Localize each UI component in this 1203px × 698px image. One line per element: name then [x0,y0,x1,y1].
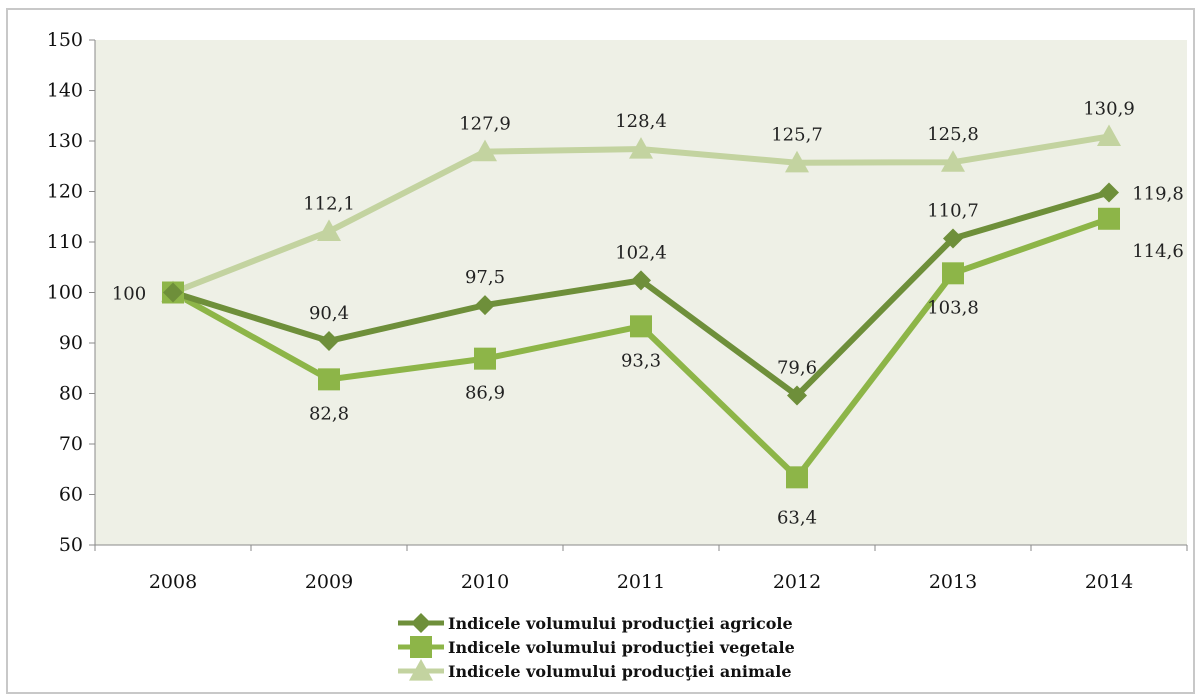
data-label-1: 93,3 [621,350,661,371]
data-label-2: 125,7 [771,125,823,146]
legend-label: Indicele volumului producţiei agricole [448,614,793,633]
data-label-2: 128,4 [615,111,667,132]
data-label-1: 103,8 [927,297,979,318]
data-point-1 [942,262,964,285]
y-tick-label: 100 [47,282,83,304]
data-point-1 [318,368,340,391]
data-label-2: 127,9 [459,114,511,135]
data-point-2 [629,137,653,159]
x-tick-label: 2008 [149,571,197,593]
data-point-0 [1099,182,1119,203]
data-label-2: 125,8 [927,124,979,145]
data-point-1 [474,347,496,370]
data-label-0: 79,6 [777,358,817,379]
data-point-0 [631,270,651,291]
legend-label: Indicele volumului producţiei animale [448,662,792,681]
data-label-2: 112,1 [303,193,355,214]
data-point-2 [317,219,341,241]
data-label-2: 130,9 [1083,98,1135,119]
data-point-2 [785,150,809,173]
y-tick-label: 140 [47,80,83,102]
data-point-0 [475,295,495,316]
y-tick-label: 110 [47,231,83,253]
y-tick-label: 70 [59,433,83,455]
x-tick-label: 2014 [1085,571,1133,593]
data-label-0: 119,8 [1132,184,1184,205]
y-tick-label: 60 [59,484,83,506]
data-point-1 [786,466,808,489]
legend-marker [410,636,432,658]
y-tick-label: 90 [59,332,83,354]
x-tick-label: 2013 [929,571,977,593]
y-tick-label: 120 [47,181,83,203]
data-point-0 [163,282,183,303]
data-point-1 [1098,207,1120,230]
y-tick-label: 150 [47,29,83,51]
x-tick-label: 2012 [773,571,821,593]
data-label-0: 102,4 [615,242,667,263]
data-point-0 [787,385,807,406]
x-tick-label: 2010 [461,571,509,593]
data-label-1: 63,4 [777,507,817,528]
plot-area [95,40,1187,545]
x-tick-label: 2011 [617,571,665,593]
data-label-0: 97,5 [465,267,505,288]
legend-marker [411,613,431,633]
data-label-1: 114,6 [1132,241,1184,262]
y-tick-label: 50 [59,534,83,556]
y-tick-label: 130 [47,130,83,152]
legend-label: Indicele volumului producţiei vegetale [448,638,795,657]
x-tick-label: 2009 [305,571,353,593]
legend-marker [409,659,433,681]
data-point-2 [1097,124,1121,147]
data-point-0 [319,330,339,351]
data-label-1: 82,8 [309,403,349,424]
data-label-0: 110,7 [927,200,979,221]
data-point-2 [473,139,497,162]
y-tick-label: 80 [59,383,83,405]
data-label-2: 100 [112,284,146,305]
data-point-2 [941,150,965,172]
data-label-0: 90,4 [309,303,349,324]
data-label-1: 86,9 [465,383,505,404]
data-point-0 [943,228,963,249]
data-point-1 [630,315,652,338]
